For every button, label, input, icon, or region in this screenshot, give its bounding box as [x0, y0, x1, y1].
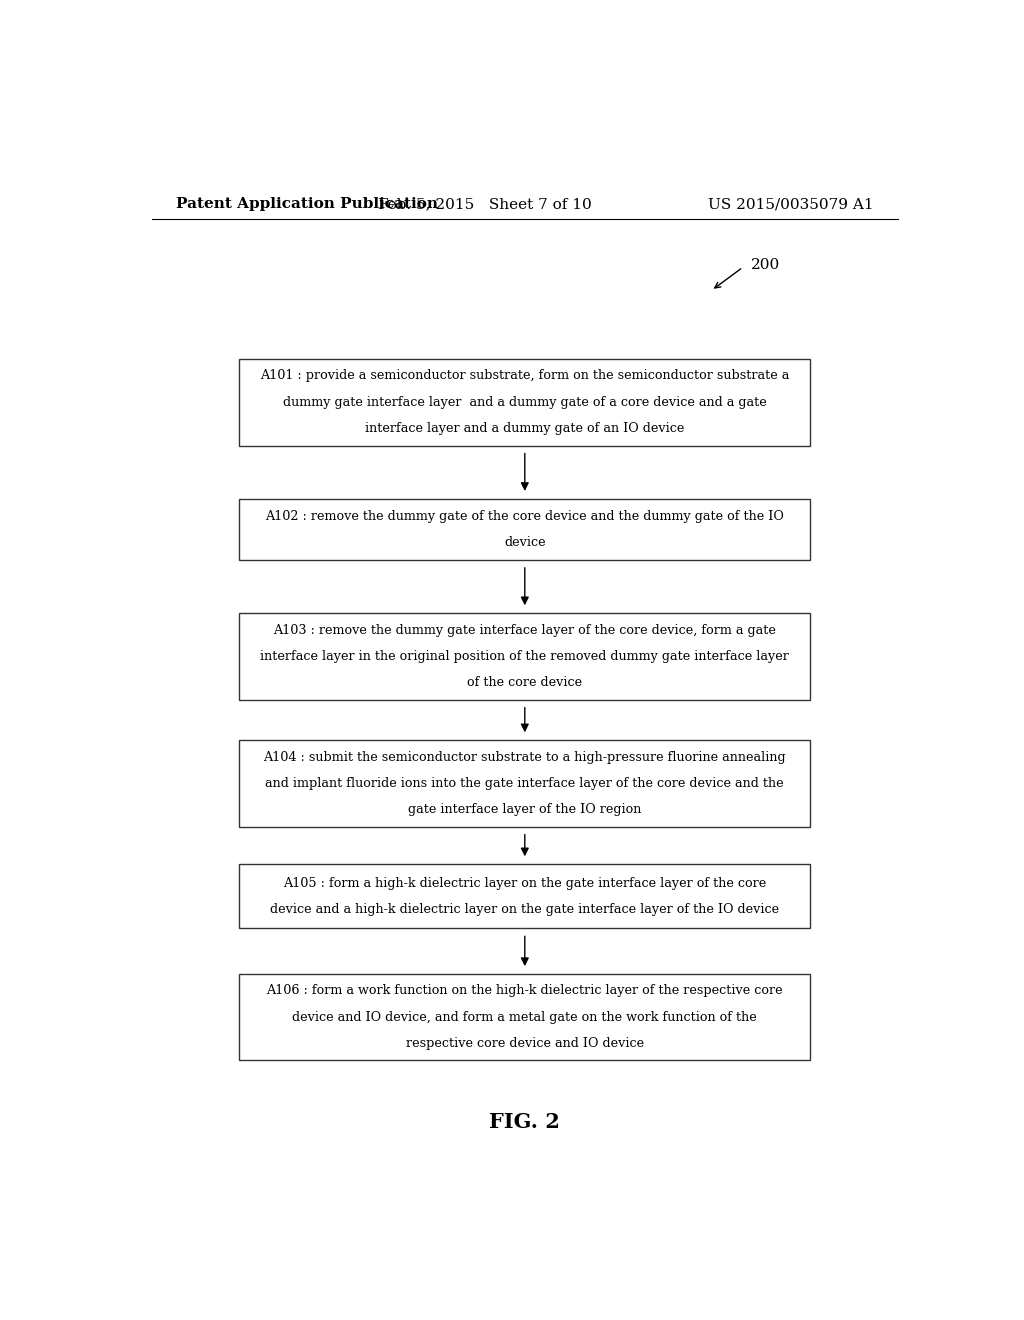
Text: Feb. 5, 2015   Sheet 7 of 10: Feb. 5, 2015 Sheet 7 of 10: [378, 197, 592, 211]
FancyBboxPatch shape: [240, 974, 811, 1060]
FancyBboxPatch shape: [240, 741, 811, 826]
Text: of the core device: of the core device: [467, 676, 583, 689]
FancyBboxPatch shape: [240, 865, 811, 928]
Text: US 2015/0035079 A1: US 2015/0035079 A1: [709, 197, 873, 211]
Text: device and IO device, and form a metal gate on the work function of the: device and IO device, and form a metal g…: [293, 1011, 757, 1024]
Text: 200: 200: [751, 259, 780, 272]
Text: A101 : provide a semiconductor substrate, form on the semiconductor substrate a: A101 : provide a semiconductor substrate…: [260, 370, 790, 383]
FancyBboxPatch shape: [240, 359, 811, 446]
Text: device: device: [504, 536, 546, 549]
Text: gate interface layer of the IO region: gate interface layer of the IO region: [409, 804, 641, 816]
Text: A103 : remove the dummy gate interface layer of the core device, form a gate: A103 : remove the dummy gate interface l…: [273, 623, 776, 636]
Text: dummy gate interface layer  and a dummy gate of a core device and a gate: dummy gate interface layer and a dummy g…: [283, 396, 767, 409]
Text: device and a high-k dielectric layer on the gate interface layer of the IO devic: device and a high-k dielectric layer on …: [270, 903, 779, 916]
FancyBboxPatch shape: [240, 614, 811, 700]
Text: and implant fluoride ions into the gate interface layer of the core device and t: and implant fluoride ions into the gate …: [265, 777, 784, 789]
Text: A106 : form a work function on the high-k dielectric layer of the respective cor: A106 : form a work function on the high-…: [266, 985, 783, 998]
Text: A105 : form a high-k dielectric layer on the gate interface layer of the core: A105 : form a high-k dielectric layer on…: [284, 876, 766, 890]
Text: A102 : remove the dummy gate of the core device and the dummy gate of the IO: A102 : remove the dummy gate of the core…: [265, 510, 784, 523]
FancyBboxPatch shape: [240, 499, 811, 560]
Text: interface layer in the original position of the removed dummy gate interface lay: interface layer in the original position…: [260, 649, 790, 663]
Text: respective core device and IO device: respective core device and IO device: [406, 1038, 644, 1051]
Text: FIG. 2: FIG. 2: [489, 1111, 560, 1133]
Text: A104 : submit the semiconductor substrate to a high-pressure fluorine annealing: A104 : submit the semiconductor substrat…: [263, 751, 786, 763]
Text: interface layer and a dummy gate of an IO device: interface layer and a dummy gate of an I…: [366, 422, 684, 436]
Text: Patent Application Publication: Patent Application Publication: [176, 197, 437, 211]
